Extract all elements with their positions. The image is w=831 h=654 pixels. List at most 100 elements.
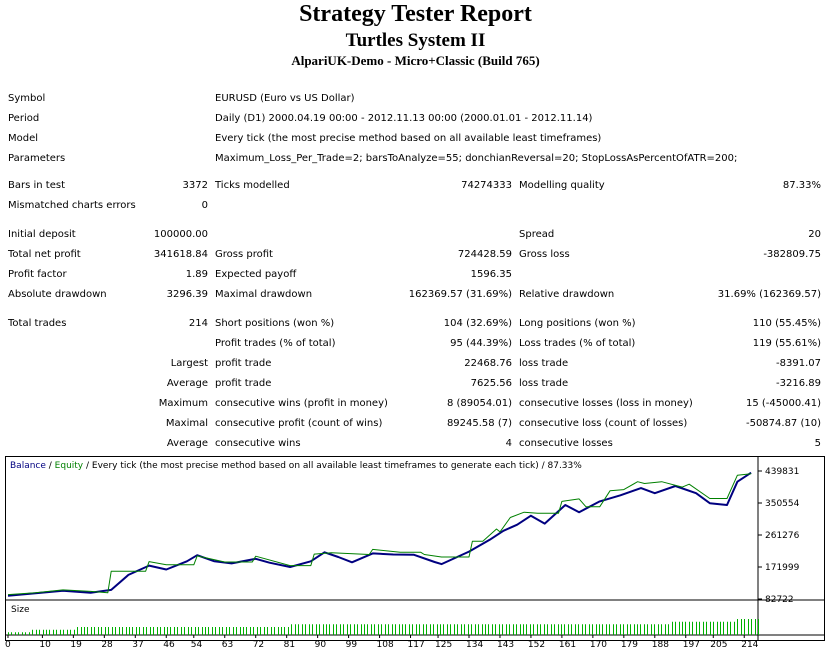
mismatch-label: Mismatched charts errors xyxy=(8,200,136,211)
max-consecutive-wins-label: consecutive wins (profit in money) xyxy=(215,398,388,409)
y-tick-label: 439831 xyxy=(765,467,799,477)
gross-profit-value: 724428.59 xyxy=(457,249,512,260)
x-tick-label: 28 xyxy=(101,640,113,650)
absolute-drawdown-label: Absolute drawdown xyxy=(8,289,107,300)
x-tick-label: 99 xyxy=(345,640,358,650)
ticks-label: Ticks modelled xyxy=(215,180,290,191)
average-loss-value: -3216.89 xyxy=(776,378,821,389)
x-tick-label: 134 xyxy=(466,640,484,650)
long-positions-label: Long positions (won %) xyxy=(519,318,636,329)
series-line-balance xyxy=(7,473,752,596)
model-label: Model xyxy=(8,133,39,144)
x-tick-label: 152 xyxy=(527,640,546,650)
profit-trades-label: Profit trades (% of total) xyxy=(215,338,336,349)
maximum-label: Maximum xyxy=(158,398,208,409)
max-consecutive-losses-value: 15 (-45000.41) xyxy=(745,398,821,409)
maximal-label: Maximal xyxy=(165,418,208,429)
largest-profit-label: profit trade xyxy=(215,358,272,369)
loss-trades-label: Loss trades (% of total) xyxy=(519,338,636,349)
bars-label: Bars in test xyxy=(8,180,65,191)
series-line-equity xyxy=(7,471,752,597)
average-loss-label: loss trade xyxy=(519,378,569,389)
long-positions-value: 110 (55.45%) xyxy=(752,318,821,329)
symbol-value: EURUSD (Euro vs US Dollar) xyxy=(215,93,355,104)
bars-value: 3372 xyxy=(182,180,208,191)
x-tick-label: 117 xyxy=(407,640,425,650)
average-label: Average xyxy=(166,378,208,389)
average-profit-label: profit trade xyxy=(215,378,272,389)
x-tick-label: 63 xyxy=(221,640,234,650)
maximal-consecutive-profit-value: 89245.58 (7) xyxy=(446,418,512,429)
parameters-value: Maximum_Loss_Per_Trade=2; barsToAnalyze=… xyxy=(215,153,738,164)
size-panel-label: Size xyxy=(11,605,30,615)
maximal-consecutive-loss-value: -50874.87 (10) xyxy=(745,418,821,429)
balance-chart: Balance / Equity / Every tick (the most … xyxy=(5,456,825,641)
y-tick-label: 261276 xyxy=(765,531,800,541)
x-tick-label: 0 xyxy=(5,640,11,650)
short-positions-value: 104 (32.69%) xyxy=(443,318,512,329)
relative-drawdown-label: Relative drawdown xyxy=(519,289,615,300)
spread-label: Spread xyxy=(519,229,555,240)
chart-canvas: 439831 350554 261276 171999 82722 xyxy=(6,457,824,640)
x-tick-label: 170 xyxy=(589,640,608,650)
average-profit-value: 7625.56 xyxy=(470,378,512,389)
max-consecutive-wins-value: 8 (89054.01) xyxy=(446,398,512,409)
x-tick-label: 37 xyxy=(132,640,144,650)
mismatch-value: 0 xyxy=(201,200,208,211)
deposit-label: Initial deposit xyxy=(8,229,76,240)
x-tick-label: 46 xyxy=(163,640,175,650)
x-tick-label: 125 xyxy=(435,640,453,650)
x-tick-label: 197 xyxy=(682,640,700,650)
total-trades-label: Total trades xyxy=(8,318,67,329)
ticks-value: 74274333 xyxy=(461,180,512,191)
average-consecutive-wins-value: 4 xyxy=(505,438,512,449)
expert-name: Turtles System II xyxy=(345,30,486,51)
legend-sep: / xyxy=(45,461,55,471)
average-consecutive-losses-value: 5 xyxy=(814,438,821,449)
period-value: Daily (D1) 2000.04.19 00:00 - 2012.11.13… xyxy=(215,113,593,124)
largest-label: Largest xyxy=(170,358,208,369)
x-tick-label: 161 xyxy=(558,640,577,650)
absolute-drawdown-value: 3296.39 xyxy=(166,289,208,300)
expected-payoff-value: 1596.35 xyxy=(470,269,512,280)
chart-header: Balance / Equity / Every tick (the most … xyxy=(10,460,582,472)
maximal-consecutive-loss-label: consecutive loss (count of losses) xyxy=(519,418,688,429)
max-consecutive-losses-label: consecutive losses (loss in money) xyxy=(519,398,693,409)
largest-loss-value: -8391.07 xyxy=(776,358,821,369)
x-tick-label: 214 xyxy=(741,640,759,650)
y-tick-label: 171999 xyxy=(765,563,800,573)
x-tick-label: 19 xyxy=(70,640,82,650)
quality-label: Modelling quality xyxy=(519,180,605,191)
x-tick-label: 54 xyxy=(190,640,203,650)
parameters-label: Parameters xyxy=(8,153,66,164)
x-tick-label: 143 xyxy=(496,640,515,650)
expected-payoff-label: Expected payoff xyxy=(215,269,297,280)
maximal-drawdown-label: Maximal drawdown xyxy=(215,289,313,300)
quality-value: 87.33% xyxy=(782,180,821,191)
average2-label: Average xyxy=(166,438,208,449)
average-consecutive-wins-label: consecutive wins xyxy=(215,438,301,449)
deposit-value: 100000.00 xyxy=(153,229,208,240)
legend-equity: Equity xyxy=(54,461,84,471)
loss-trades-value: 119 (55.61%) xyxy=(752,338,821,349)
profit-trades-value: 95 (44.39%) xyxy=(450,338,512,349)
maximal-consecutive-profit-label: consecutive profit (count of wins) xyxy=(215,418,383,429)
chart-description: / Every tick (the most precise method ba… xyxy=(83,461,582,471)
gross-loss-label: Gross loss xyxy=(519,249,570,260)
x-tick-label: 205 xyxy=(710,640,728,650)
profit-factor-label: Profit factor xyxy=(8,269,67,280)
model-value: Every tick (the most precise method base… xyxy=(215,133,602,144)
x-tick-label: 72 xyxy=(252,640,265,650)
server-info: AlpariUK-Demo - Micro+Classic (Build 765… xyxy=(291,53,540,68)
average-consecutive-losses-label: consecutive losses xyxy=(519,438,613,449)
spread-value: 20 xyxy=(808,229,821,240)
profit-factor-value: 1.89 xyxy=(185,269,208,280)
largest-loss-label: loss trade xyxy=(519,358,569,369)
report-title: Strategy Tester Report xyxy=(299,1,532,27)
x-tick-label: 108 xyxy=(376,640,394,650)
maximal-drawdown-value: 162369.57 (31.69%) xyxy=(408,289,512,300)
x-tick-label: 10 xyxy=(39,640,51,650)
x-tick-label: 179 xyxy=(620,640,638,650)
x-tick-label: 90 xyxy=(314,640,327,650)
gross-profit-label: Gross profit xyxy=(215,249,273,260)
